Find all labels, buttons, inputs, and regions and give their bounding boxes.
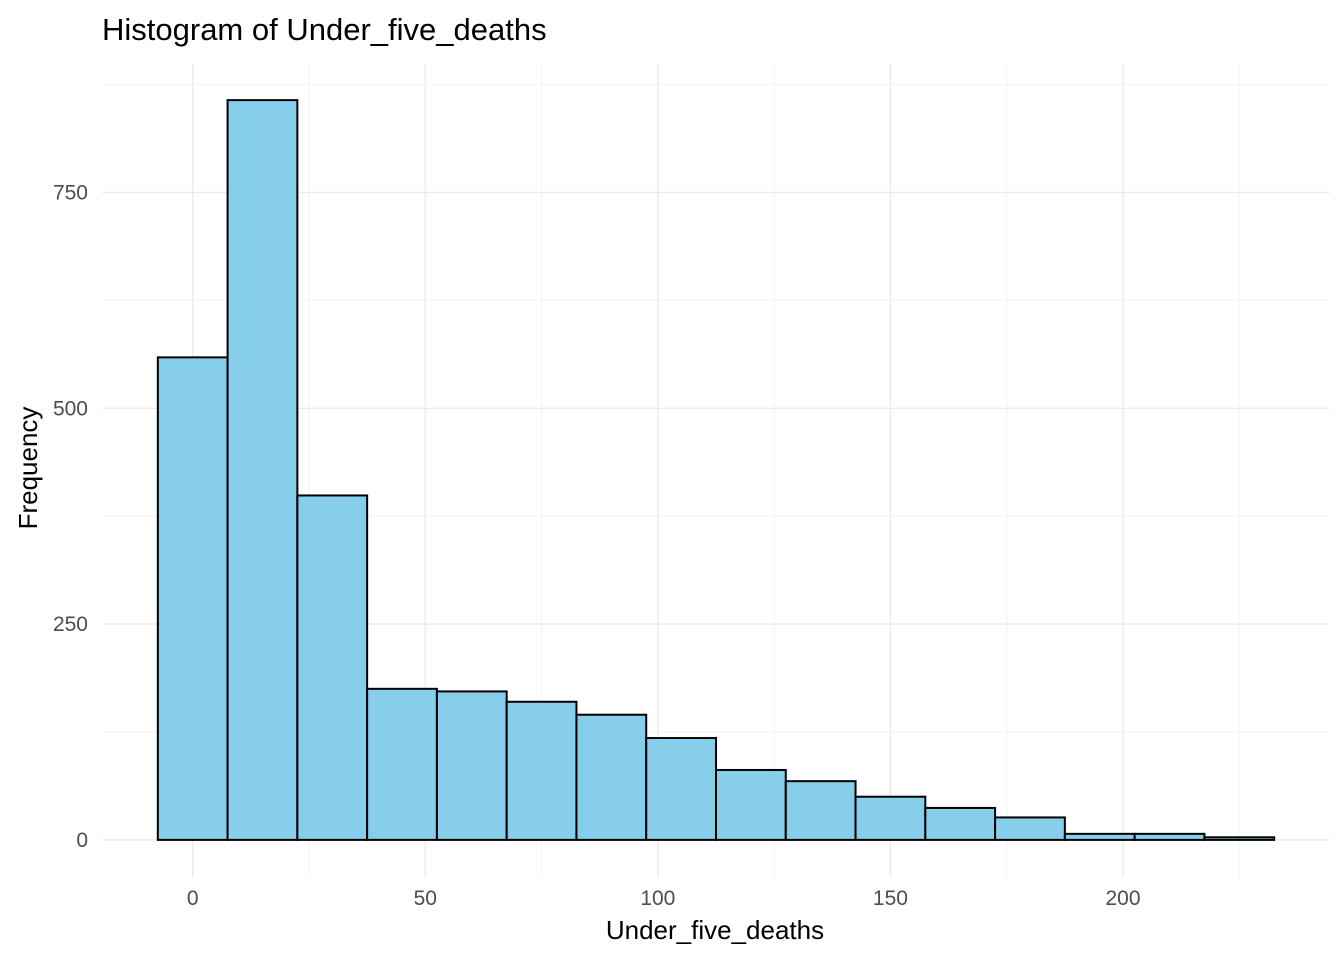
histogram-bar-5: [435, 690, 508, 841]
histogram-bar-1: [156, 356, 229, 841]
y-axis-label: Frequency: [13, 407, 43, 530]
histogram-bar-13: [994, 816, 1066, 841]
y-tick-label: 750: [53, 181, 88, 204]
histogram-bar-2: [226, 99, 299, 841]
histogram-bar-6: [505, 700, 578, 841]
y-tick-label: 0: [76, 829, 88, 852]
x-tick-label: 200: [1105, 887, 1140, 910]
histogram-bar-10: [784, 780, 857, 841]
y-axis-tick-labels: 0 250 500 750: [53, 181, 88, 851]
histogram-bar-9: [715, 768, 787, 841]
histogram-bar-14: [1063, 832, 1136, 841]
x-axis-tick-labels: 0 50 100 150 200: [187, 887, 1141, 910]
histogram-bar-4: [366, 687, 438, 841]
histogram-bar-8: [645, 737, 718, 841]
histogram-bar-11: [854, 795, 927, 841]
x-tick-label: 0: [187, 887, 199, 910]
histogram-bar-7: [575, 713, 648, 841]
histogram-bars: [156, 99, 1276, 841]
histogram-bar-3: [296, 494, 369, 841]
chart-title: Histogram of Under_five_deaths: [102, 12, 547, 47]
y-tick-label: 500: [53, 397, 88, 420]
x-tick-label: 50: [414, 887, 437, 910]
histogram-bar-16: [1203, 836, 1276, 841]
x-tick-label: 150: [873, 887, 908, 910]
x-axis-label: Under_five_deaths: [606, 915, 824, 945]
x-tick-label: 100: [640, 887, 675, 910]
y-tick-label: 250: [53, 613, 88, 636]
histogram-bar-15: [1133, 832, 1206, 841]
histogram-bar-12: [924, 806, 997, 841]
